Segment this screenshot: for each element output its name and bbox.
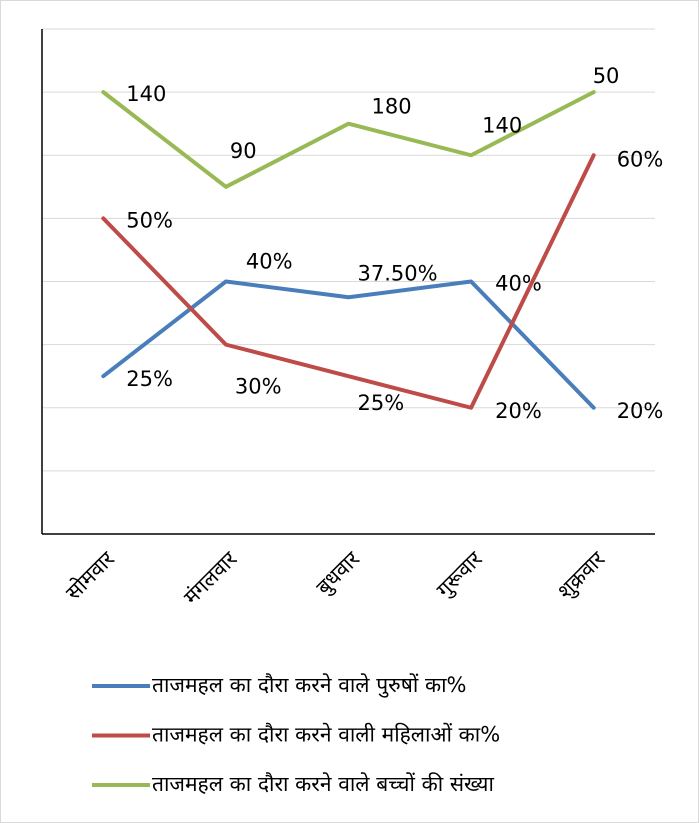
- legend-label: ताजमहल का दौरा करने वाली महिलाओं का%: [152, 723, 500, 747]
- data-label: 60%: [617, 147, 664, 171]
- data-label: 90: [230, 139, 257, 163]
- data-label: 25%: [126, 367, 173, 391]
- data-label: 50%: [126, 208, 173, 232]
- data-label: 180: [372, 95, 412, 119]
- data-label: 140: [482, 113, 522, 137]
- data-label: 20%: [617, 399, 664, 423]
- series-line: [101, 90, 596, 189]
- data-label: 50: [593, 64, 620, 88]
- series-line: [101, 153, 596, 410]
- legend-label: ताजमहल का दौरा करने वाले बच्चों की संख्य…: [152, 772, 494, 796]
- data-label: 140: [126, 82, 166, 106]
- data-label: 30%: [235, 375, 282, 399]
- data-label: 20%: [495, 399, 542, 423]
- data-label: 25%: [358, 391, 405, 415]
- data-label: 37.50%: [358, 261, 438, 285]
- data-label: 40%: [246, 250, 293, 274]
- legend-label: ताजमहल का दौरा करने वाले पुरुषों का%: [152, 673, 466, 698]
